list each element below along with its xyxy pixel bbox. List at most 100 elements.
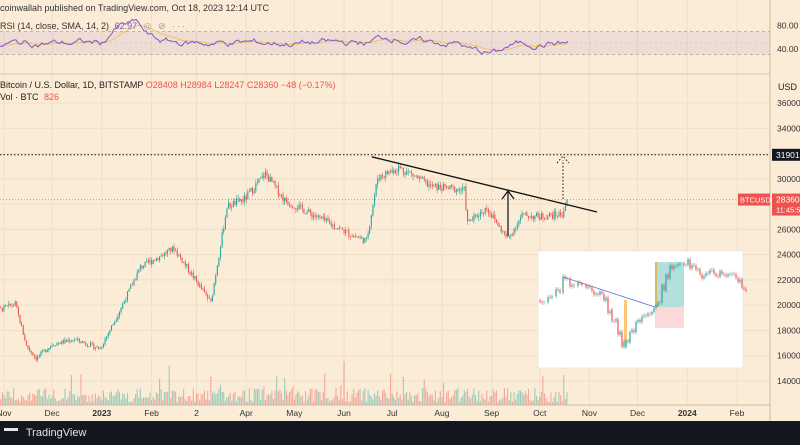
volume-bar [425, 388, 427, 405]
candle-body [194, 276, 196, 279]
candle-body [6, 305, 8, 307]
candle-body [499, 225, 501, 227]
rsi-tools-icon[interactable]: ◎ ⊘ ··· [143, 21, 187, 31]
volume-bar [558, 391, 560, 405]
volume-bar [239, 396, 241, 405]
candle-body [101, 347, 103, 349]
volume-bar [49, 398, 52, 405]
currency-label[interactable]: USD [778, 82, 798, 92]
candle-body [170, 247, 172, 252]
volume-bar [492, 388, 494, 405]
inset-candle-body [737, 277, 739, 283]
volume-bar [383, 389, 385, 405]
volume-bar [406, 391, 408, 405]
volume-bar [80, 374, 82, 405]
volume-bar [475, 394, 477, 405]
candle-body [125, 300, 127, 302]
inset-chart [537, 250, 747, 369]
volume-bar [288, 392, 291, 405]
candle-body [144, 261, 146, 267]
candle-body [203, 288, 206, 292]
volume-bar [316, 389, 318, 405]
volume-bar [261, 389, 263, 405]
inset-trendline [562, 276, 656, 308]
candle-body [487, 209, 489, 214]
candle-body [486, 208, 488, 210]
volume-bar [450, 396, 453, 405]
candle-body [295, 208, 297, 210]
time-axis[interactable]: Nov Dec 2023 Feb 2 Apr May Jun Jul Aug Sep Oct Nov De… [0, 408, 745, 418]
candle-body [263, 175, 265, 178]
candle-body [75, 339, 77, 340]
time-tick-label: Aug [434, 408, 449, 418]
candle-body [407, 171, 409, 172]
volume-bar [78, 397, 80, 405]
volume-bar [176, 401, 178, 405]
candle-body [123, 301, 125, 304]
candle-body [529, 217, 531, 219]
volume-bar [319, 391, 321, 405]
volume-bar [466, 388, 469, 405]
candle-body [420, 176, 422, 179]
symbol-title[interactable]: Bitcoin / U.S. Dollar, 1D, BITSTAMP [0, 80, 144, 90]
ticker-tag [738, 193, 770, 206]
volume-bar [194, 401, 196, 405]
inset-candle-body [697, 269, 699, 270]
candle-body [247, 191, 249, 200]
candle-body [508, 236, 510, 238]
volume-bar [70, 375, 72, 405]
candle-body [276, 185, 278, 187]
volume-bar [476, 401, 478, 405]
candle-body [271, 177, 273, 182]
candle-body [162, 255, 164, 257]
candle-body [332, 224, 334, 226]
candle-body [99, 348, 101, 350]
candle-body [511, 234, 513, 236]
volume-bar [219, 384, 222, 405]
inset-candle-body [585, 284, 587, 288]
volume-bar [378, 396, 380, 405]
candle-body [256, 182, 258, 184]
candle-body [500, 225, 502, 232]
price-tick-label: 18000 [777, 325, 800, 335]
candle-body [369, 225, 371, 234]
candle-body [327, 218, 329, 222]
candle-body [553, 211, 555, 219]
candle-body [22, 326, 24, 335]
volume-bar [154, 399, 156, 405]
volume-bar [170, 398, 172, 405]
volume-bar [22, 397, 24, 405]
ohlc-close: C28360 [246, 80, 279, 90]
tradingview-footer: TradingView [0, 421, 800, 445]
time-tick-label: Jun [337, 408, 351, 418]
volume-bar [175, 391, 177, 405]
volume-bar [234, 391, 236, 405]
volume-bar [228, 396, 230, 405]
candle-body [141, 265, 143, 269]
volume-bar [66, 400, 68, 405]
candle-body [38, 355, 40, 357]
candle-body [200, 284, 202, 289]
candle-body [96, 346, 98, 348]
inset-candle-body [657, 302, 659, 306]
candle-body [49, 346, 52, 348]
volume-bar [321, 400, 323, 405]
candle-body [303, 208, 305, 214]
price-axis[interactable]: 3600034000320003000028000260002400022000… [738, 21, 800, 386]
volume-bar [61, 398, 63, 405]
candle-body [518, 220, 520, 225]
candle-body [151, 260, 153, 264]
inset-candle-body [587, 286, 589, 288]
inset-candle-body [623, 341, 625, 347]
price-chart[interactable]: 3600034000320003000028000260002400022000… [0, 0, 800, 421]
inset-candle-body [675, 265, 677, 267]
candle-body [53, 345, 55, 346]
candle-body [130, 285, 132, 289]
volume-bar [516, 394, 518, 405]
candle-body [80, 341, 82, 343]
candle-body [378, 178, 380, 180]
volume-bar [539, 396, 541, 405]
inset-candle-body [621, 333, 623, 347]
candle-body [21, 323, 23, 327]
volume-bar [118, 392, 121, 405]
